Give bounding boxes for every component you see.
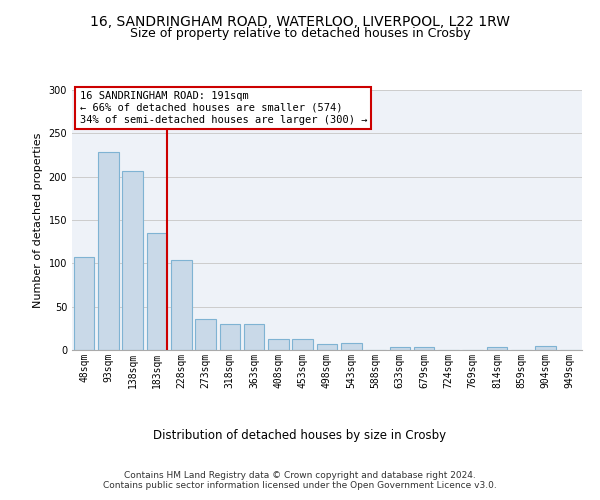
Bar: [341, 343, 362, 350]
Y-axis label: Number of detached properties: Number of detached properties: [33, 132, 43, 308]
Bar: [414, 346, 434, 350]
Bar: [98, 152, 119, 350]
Text: 16 SANDRINGHAM ROAD: 191sqm
← 66% of detached houses are smaller (574)
34% of se: 16 SANDRINGHAM ROAD: 191sqm ← 66% of det…: [80, 92, 367, 124]
Bar: [535, 346, 556, 350]
Text: Distribution of detached houses by size in Crosby: Distribution of detached houses by size …: [154, 428, 446, 442]
Text: Contains HM Land Registry data © Crown copyright and database right 2024.
Contai: Contains HM Land Registry data © Crown c…: [103, 470, 497, 490]
Bar: [171, 260, 191, 350]
Bar: [122, 170, 143, 350]
Bar: [389, 346, 410, 350]
Text: Size of property relative to detached houses in Crosby: Size of property relative to detached ho…: [130, 28, 470, 40]
Bar: [487, 348, 508, 350]
Bar: [317, 344, 337, 350]
Text: 16, SANDRINGHAM ROAD, WATERLOO, LIVERPOOL, L22 1RW: 16, SANDRINGHAM ROAD, WATERLOO, LIVERPOO…: [90, 15, 510, 29]
Bar: [74, 258, 94, 350]
Bar: [244, 324, 265, 350]
Bar: [268, 338, 289, 350]
Bar: [292, 338, 313, 350]
Bar: [195, 319, 216, 350]
Bar: [146, 233, 167, 350]
Bar: [220, 324, 240, 350]
